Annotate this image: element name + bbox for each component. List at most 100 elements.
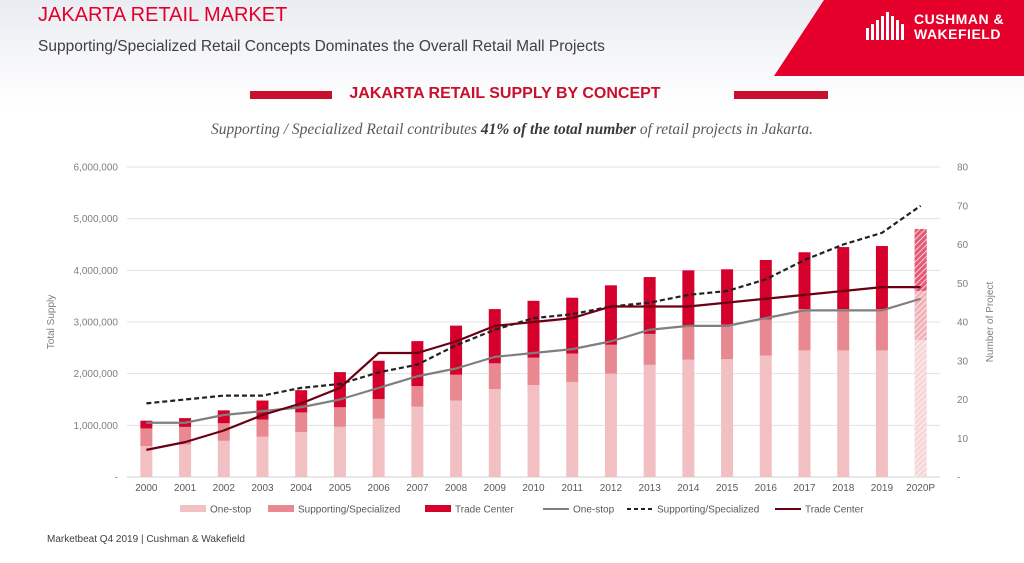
- chart-caption: Supporting / Specialized Retail contribu…: [0, 121, 1024, 139]
- bar-segment: [333, 407, 346, 427]
- bar-segment: [140, 420, 153, 429]
- series-line: [146, 204, 922, 405]
- bar-segment: [721, 359, 734, 477]
- bar-segment: [798, 350, 811, 477]
- legend-label: Supporting/Specialized: [657, 505, 759, 516]
- bar-segment: [759, 319, 772, 356]
- bar-segment: [450, 374, 463, 401]
- y2-tick-label: 20: [957, 395, 969, 406]
- x-tick-label: 2003: [251, 483, 274, 494]
- x-tick-label: 2002: [213, 483, 236, 494]
- x-tick-label: 2019: [871, 483, 894, 494]
- bar-segment: [488, 389, 501, 477]
- x-tick-label: 2005: [329, 483, 352, 494]
- y2-axis-title: Number of Project: [985, 281, 996, 362]
- bar-segment: [488, 363, 501, 390]
- bar-segment: [140, 428, 153, 446]
- x-tick-label: 2006: [368, 483, 391, 494]
- page-subtitle: Supporting/Specialized Retail Concepts D…: [38, 38, 605, 55]
- y2-tick-label: 10: [957, 434, 969, 445]
- bar-segment: [604, 285, 617, 345]
- bar-segment: [604, 373, 617, 477]
- x-tick-label: 2012: [600, 483, 623, 494]
- bar-segment: [759, 260, 772, 320]
- cushman-wakefield-logo-icon: [866, 12, 904, 40]
- bar-segment: [837, 350, 850, 477]
- bar-segment: [798, 252, 811, 310]
- bar-segment: [450, 400, 463, 477]
- bar-segment: [372, 360, 385, 399]
- y2-tick-label: 40: [957, 318, 969, 329]
- y-tick-label: 2,000,000: [74, 369, 119, 380]
- bar-segment: [372, 418, 385, 477]
- footer-source: Marketbeat Q4 2019 | Cushman & Wakefield: [47, 534, 245, 545]
- bar-segment: [604, 344, 617, 374]
- x-tick-label: 2004: [290, 483, 313, 494]
- bar-segment: [643, 333, 656, 365]
- y2-tick-label: 30: [957, 356, 969, 367]
- legend-label: One-stop: [210, 505, 252, 516]
- x-tick-label: 2016: [755, 483, 778, 494]
- x-tick-label: 2007: [406, 483, 429, 494]
- caption-text-bold: 41% of the total number: [480, 121, 636, 138]
- bar-segment-projection: [914, 291, 927, 341]
- bar-segment: [721, 269, 734, 325]
- bar-segment: [527, 357, 540, 386]
- bar-segment: [527, 385, 540, 477]
- legend-label: Supporting/Specialized: [298, 505, 400, 516]
- legend-swatch: [425, 505, 451, 512]
- y-tick-label: 3,000,000: [74, 318, 119, 329]
- bar-segment: [798, 309, 811, 351]
- y-tick-label: -: [115, 473, 118, 484]
- y2-tick-label: -: [957, 473, 960, 484]
- bar-segment: [566, 381, 579, 477]
- x-tick-label: 2017: [793, 483, 816, 494]
- bar-segment: [217, 410, 230, 424]
- x-tick-label: 2000: [135, 483, 158, 494]
- bar-segment: [256, 436, 269, 477]
- bar-segment: [682, 270, 695, 327]
- bar-segment: [759, 355, 772, 477]
- brand-name: CUSHMAN & WAKEFIELD: [914, 12, 1004, 42]
- x-tick-label: 2008: [445, 483, 468, 494]
- brand-line-1: CUSHMAN &: [914, 11, 1005, 27]
- bar-segment: [450, 325, 463, 375]
- bar-segment: [140, 446, 153, 477]
- x-tick-label: 2018: [832, 483, 855, 494]
- bar-segment: [333, 426, 346, 477]
- y-axis-title: Total Supply: [46, 295, 57, 349]
- bar-segment: [837, 247, 850, 310]
- brand-banner: CUSHMAN & WAKEFIELD: [774, 0, 1024, 76]
- series-line: [146, 297, 921, 424]
- series-line: [146, 286, 921, 451]
- x-tick-label: 2009: [484, 483, 507, 494]
- y2-tick-label: 50: [957, 279, 969, 290]
- bar-segment: [179, 444, 192, 477]
- bar-segment: [411, 386, 424, 407]
- bar-segment: [643, 364, 656, 477]
- x-tick-label: 2015: [716, 483, 739, 494]
- y-tick-label: 5,000,000: [74, 214, 119, 225]
- bar-segment: [875, 350, 888, 477]
- legend-swatch: [268, 505, 294, 512]
- section-divider-left: [250, 91, 332, 99]
- y-tick-label: 6,000,000: [74, 163, 119, 174]
- x-tick-label: 2020P: [906, 483, 935, 494]
- x-tick-label: 2001: [174, 483, 197, 494]
- legend-label: Trade Center: [805, 505, 864, 516]
- bar-segment: [837, 309, 850, 351]
- bar-segment: [217, 423, 230, 441]
- legend-label: One-stop: [573, 505, 615, 516]
- bar-segment: [875, 309, 888, 351]
- bar-segment: [488, 309, 501, 364]
- bar-segment: [295, 412, 308, 433]
- bar-segment: [411, 406, 424, 477]
- x-tick-label: 2010: [522, 483, 545, 494]
- y-tick-label: 1,000,000: [74, 421, 119, 432]
- legend-label: Trade Center: [455, 505, 514, 516]
- section-title: JAKARTA RETAIL SUPPLY BY CONCEPT: [349, 85, 661, 102]
- bar-segment: [721, 324, 734, 360]
- brand-line-2: WAKEFIELD: [914, 26, 1001, 42]
- y2-tick-label: 60: [957, 240, 969, 251]
